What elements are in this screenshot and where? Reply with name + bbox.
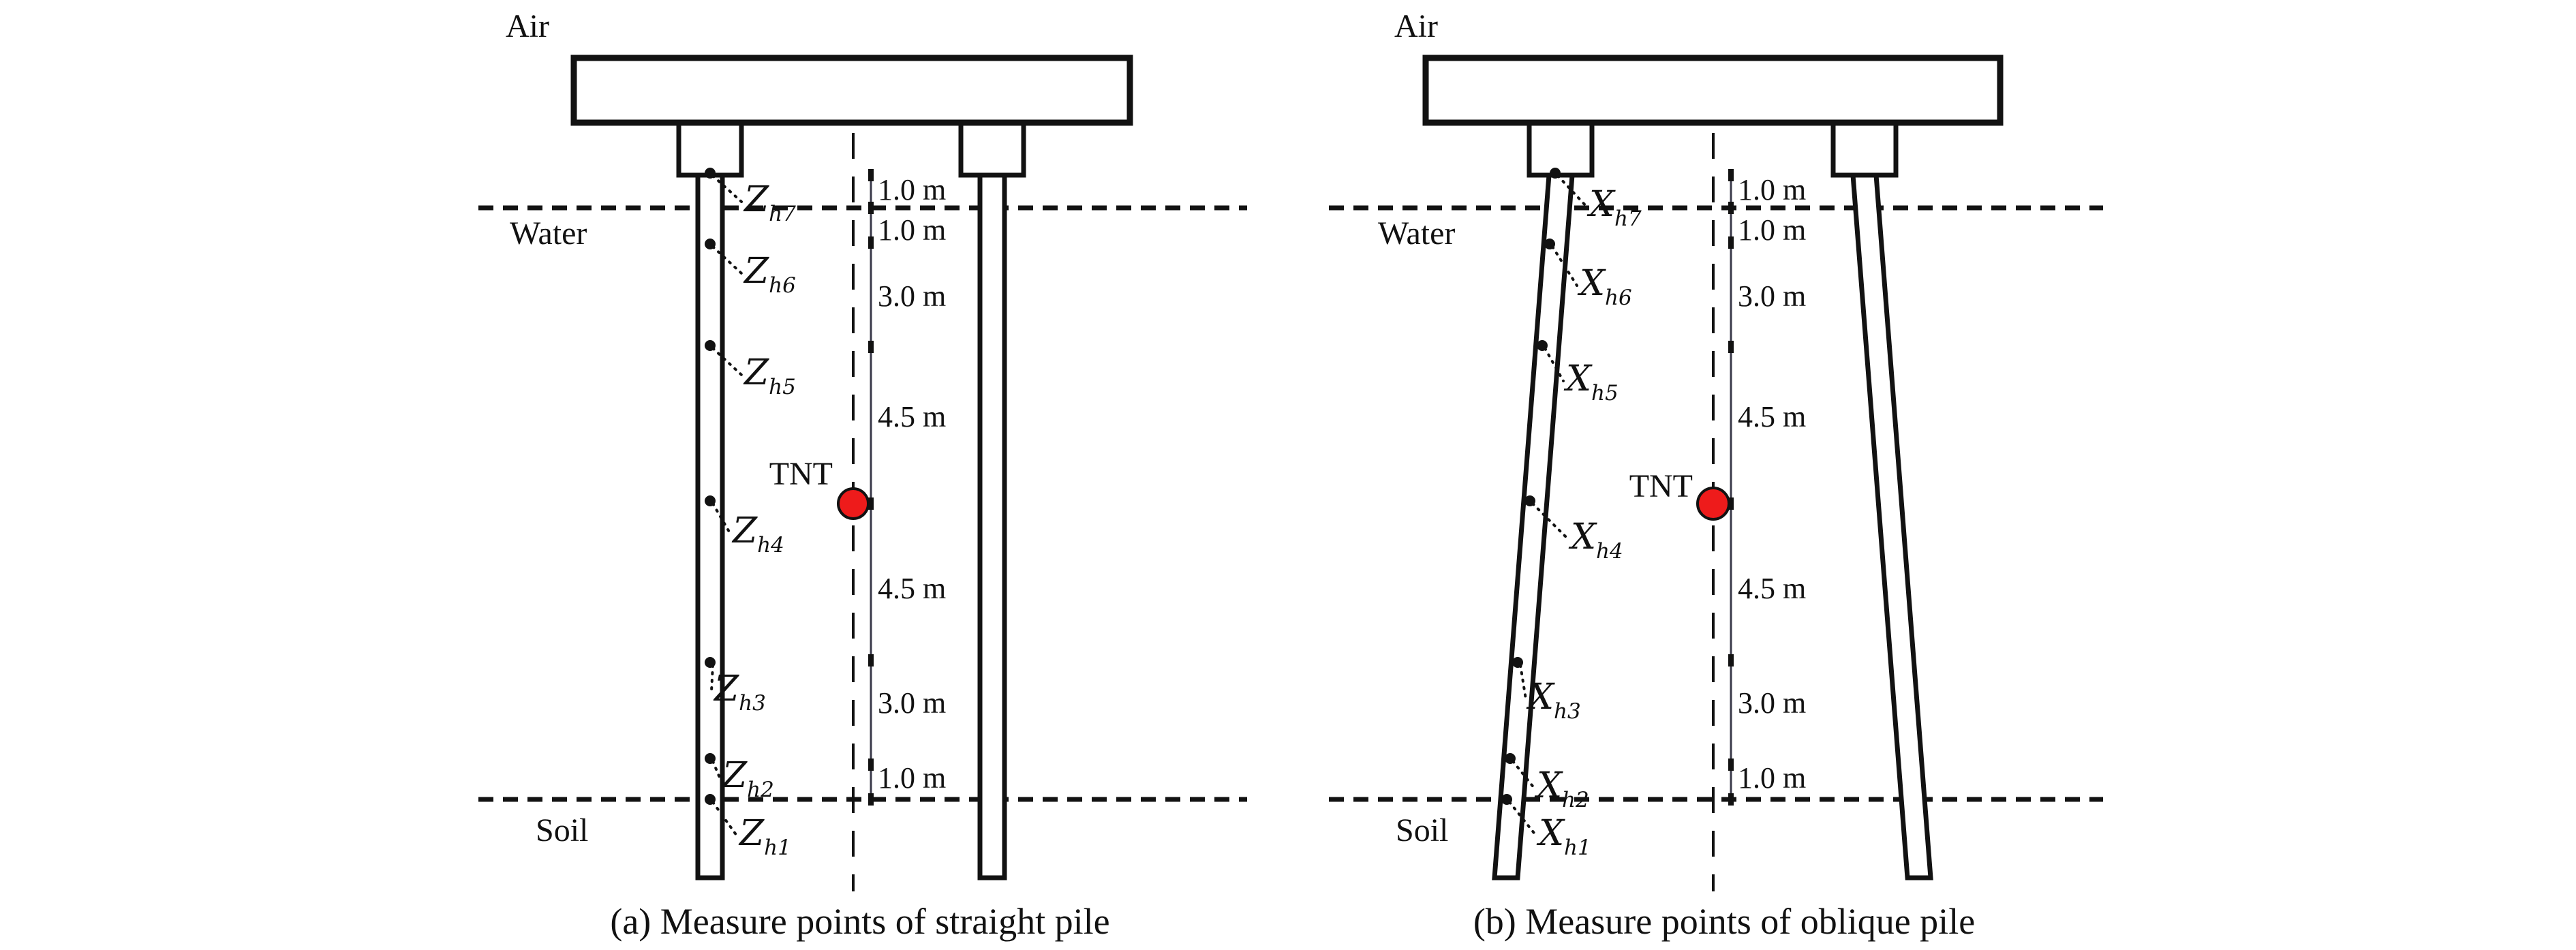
right-pile-b: [1850, 172, 1933, 880]
dimension-label: 1.0 m: [1738, 213, 1806, 247]
measure-point-dot: [1505, 753, 1516, 764]
dimension-label: 1.0 m: [1738, 173, 1806, 206]
measure-point-label: Xh2: [1534, 765, 1589, 812]
measure-point-dot: [1501, 794, 1512, 805]
dynamic-layer-b: 1.0 m 1.0 m 3.0 m 4.5 m 4.5 m 3.0 m 1.0 m Xh7 Xh…: [1501, 168, 1806, 860]
dimension-label: 4.5 m: [1738, 572, 1806, 605]
measure-point-label: Zh3: [713, 669, 766, 716]
dimension-tick: [1728, 793, 1734, 806]
measure-point-label: Xh4: [1568, 517, 1623, 564]
dimension-tick: [868, 654, 874, 666]
left-pile-cap-a: [676, 120, 744, 178]
dimension-label: 1.0 m: [1738, 761, 1806, 795]
dimension-label: 1.0 m: [878, 761, 946, 795]
measure-point-dot: [1544, 239, 1555, 249]
dimension-tick: [1728, 202, 1734, 214]
dynamic-layer-a: 1.0 m 1.0 m 3.0 m 4.5 m 4.5 m 3.0 m 1.0 m Zh7 Zh…: [705, 168, 946, 860]
measure-point-dot: [705, 657, 716, 668]
measure-point-dot: [705, 239, 716, 249]
dimension-tick: [1728, 169, 1734, 181]
dimension-label: 4.5 m: [1738, 400, 1806, 433]
dimension-tick: [868, 759, 874, 771]
measure-point-label: Zh1: [738, 813, 791, 860]
dimension-tick: [868, 341, 874, 353]
measure-point-leader: [711, 174, 743, 203]
right-pile-a: [977, 172, 1007, 880]
measure-point-leader: [711, 760, 721, 779]
dimension-tick: [868, 236, 874, 249]
tnt-label-a: TNT: [769, 456, 833, 492]
measure-point-leader: [1512, 760, 1535, 789]
right-pile-cap-b: [1830, 120, 1899, 178]
left-pile-cap-b: [1527, 120, 1595, 178]
dimension-label: 3.0 m: [1738, 686, 1806, 720]
dimension-tick: [868, 202, 874, 214]
dimension-label: 4.5 m: [878, 400, 946, 433]
measure-point-label: Xh3: [1526, 677, 1581, 724]
measure-point-dot: [1524, 495, 1535, 506]
measure-point-label: Zh5: [743, 352, 796, 399]
dimension-tick: [1728, 759, 1734, 771]
measure-point-leader: [1544, 347, 1565, 382]
measure-point-label: Zh4: [731, 510, 784, 557]
dimension-tick: [1728, 341, 1734, 353]
dimension-tick: [1728, 654, 1734, 666]
measure-point-leader: [711, 502, 731, 534]
measure-point-label: Xh1: [1536, 813, 1591, 860]
dimension-label: 1.0 m: [878, 213, 946, 247]
measure-point-dot: [705, 168, 716, 179]
right-pile-cap-a: [958, 120, 1026, 178]
measure-point-dot: [705, 340, 716, 351]
measure-point-label: Zh2: [721, 755, 774, 802]
dimension-tick: [1728, 236, 1734, 249]
measure-point-leader: [711, 801, 738, 837]
measure-point-leader: [1551, 245, 1578, 287]
measure-point-dot: [1512, 657, 1523, 668]
tnt-label-b: TNT: [1629, 468, 1693, 504]
caption-b: (b) Measure points of oblique pile: [1473, 901, 1975, 942]
water-label-b: Water: [1378, 215, 1455, 251]
soil-label-b: Soil: [1396, 812, 1448, 848]
measure-point-leader: [711, 245, 743, 275]
measure-point-label: Xh6: [1577, 263, 1632, 310]
figure-b-oblique-pile: 1.0 m 1.0 m 3.0 m 4.5 m 4.5 m 3.0 m 1.0 m Xh7 Xh…: [1329, 8, 2103, 942]
caption-a: (a) Measure points of straight pile: [610, 901, 1109, 942]
dimension-tick: [868, 169, 874, 181]
dimension-label: 1.0 m: [878, 173, 946, 206]
measure-point-dot: [705, 794, 716, 805]
measure-point-dot: [1550, 168, 1561, 179]
measure-point-leader: [1557, 174, 1588, 208]
dimension-label: 3.0 m: [878, 279, 946, 313]
dimension-tick: [1728, 497, 1734, 510]
cap-beam-a: [570, 55, 1133, 126]
dimension-tick: [868, 497, 874, 510]
measure-point-label: Zh6: [743, 251, 796, 298]
measure-point-leader: [1508, 801, 1537, 837]
cap-beam-b: [1422, 55, 2004, 126]
measure-point-dot: [1537, 340, 1548, 351]
left-pile-a: [695, 172, 725, 880]
measure-point-label: Xh5: [1563, 358, 1619, 405]
dimension-tick: [868, 793, 874, 806]
water-label-a: Water: [510, 215, 587, 251]
measure-point-leader: [1519, 664, 1527, 701]
measure-point-leader: [710, 664, 714, 692]
soil-label-a: Soil: [536, 812, 588, 848]
figure-a-straight-pile: 1.0 m 1.0 m 3.0 m 4.5 m 4.5 m 3.0 m 1.0 m Zh7 Zh…: [478, 8, 1247, 942]
measure-point-dot: [705, 753, 716, 764]
measure-point-leader: [1531, 502, 1569, 540]
tnt-charge-dot-a: [837, 487, 870, 520]
measure-point-leader: [711, 347, 743, 376]
dimension-label: 4.5 m: [878, 572, 946, 605]
air-label-b: Air: [1394, 8, 1438, 44]
air-label-a: Air: [506, 8, 549, 44]
measure-point-dot: [705, 495, 716, 506]
dimension-label: 3.0 m: [878, 686, 946, 720]
dimension-label: 3.0 m: [1738, 279, 1806, 313]
tnt-charge-dot-b: [1696, 487, 1730, 521]
measure-point-label: Zh7: [743, 179, 796, 226]
measure-point-label: Xh7: [1586, 184, 1642, 231]
